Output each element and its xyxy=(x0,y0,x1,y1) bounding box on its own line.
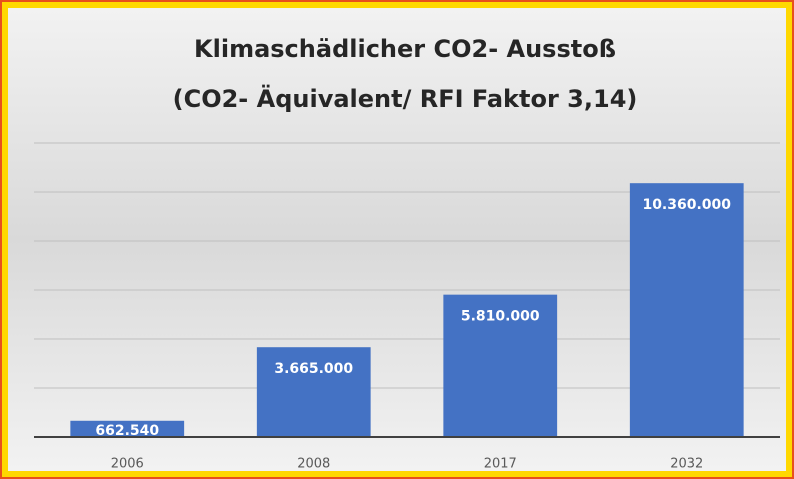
bar xyxy=(256,347,371,437)
bar xyxy=(629,183,744,437)
x-tick-label: 2008 xyxy=(297,457,330,472)
value-label: 10.360.000 xyxy=(642,197,731,213)
bar xyxy=(70,420,185,437)
value-label: 662.540 xyxy=(95,423,159,439)
chart-title: Klimaschädlicher CO2- Ausstoß xyxy=(194,35,616,63)
bar xyxy=(443,294,558,437)
value-label: 5.810.000 xyxy=(461,309,540,325)
x-tick-label: 2006 xyxy=(111,457,144,472)
value-label: 3.665.000 xyxy=(274,361,353,377)
x-tick-label: 2017 xyxy=(484,457,517,472)
chart-subtitle: (CO2- Äquivalent/ RFI Faktor 3,14) xyxy=(173,84,638,113)
chart: Klimaschädlicher CO2- Ausstoß (CO2- Äqui… xyxy=(8,8,786,471)
x-tick-label: 2032 xyxy=(670,457,703,472)
